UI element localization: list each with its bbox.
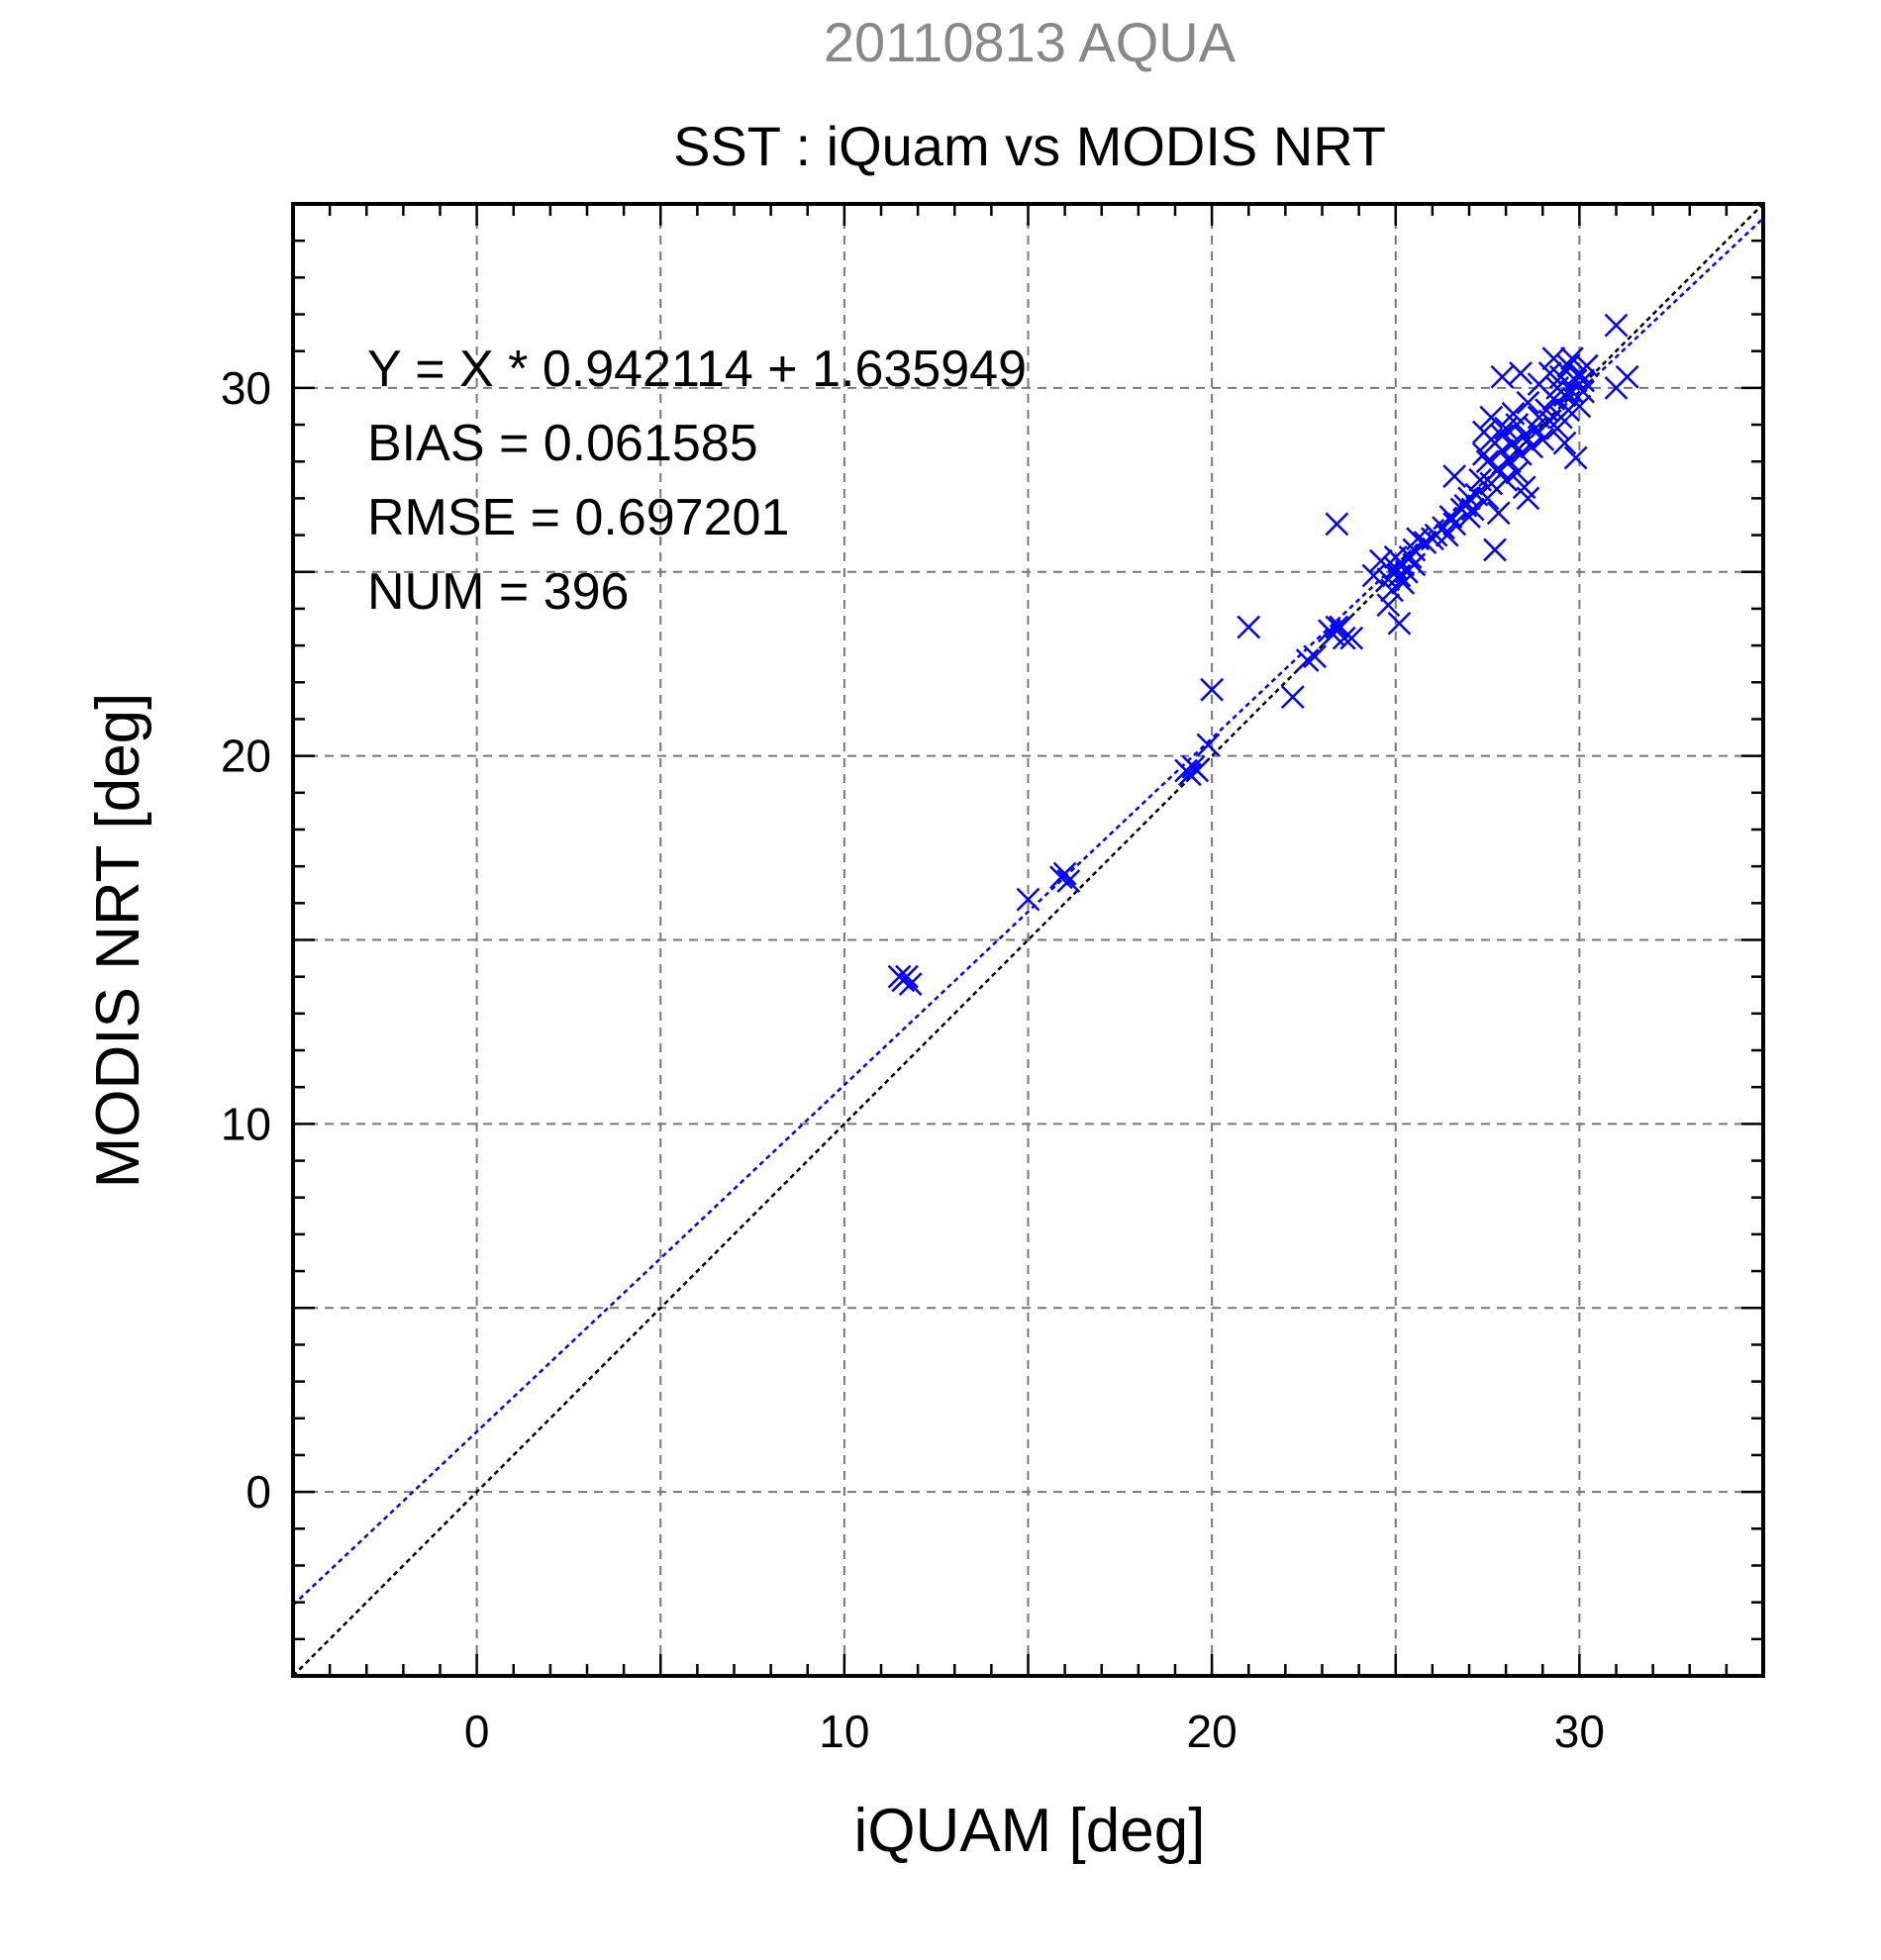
data-point xyxy=(1442,512,1467,537)
data-point xyxy=(1548,364,1573,389)
stats-line-num: NUM = 396 xyxy=(367,563,629,621)
data-point xyxy=(1556,398,1581,423)
data-point xyxy=(1442,464,1467,488)
data-point xyxy=(1497,449,1522,474)
data-point xyxy=(1435,523,1459,547)
data-point xyxy=(1563,445,1588,470)
data-point xyxy=(1571,368,1595,393)
data-point xyxy=(1196,733,1221,757)
data-point xyxy=(1361,563,1386,588)
data-point xyxy=(1479,405,1504,430)
data-point xyxy=(1339,626,1364,650)
data-point xyxy=(1541,346,1566,371)
data-point xyxy=(1177,762,1202,787)
data-point xyxy=(1520,435,1543,459)
data-point xyxy=(1509,441,1533,466)
data-point xyxy=(1501,402,1526,426)
data-point xyxy=(1471,420,1496,444)
data-point xyxy=(1486,456,1511,481)
data-point xyxy=(1505,460,1530,485)
data-point xyxy=(1604,313,1629,338)
stats-line-rmse: RMSE = 0.697201 xyxy=(367,489,789,546)
data-point xyxy=(1460,497,1485,522)
data-point xyxy=(1380,578,1404,603)
data-point xyxy=(1516,390,1540,415)
tick-labels: 0 0 10 10 20 20 30 30 xyxy=(221,362,1605,1757)
data-point xyxy=(1376,593,1401,618)
data-point xyxy=(1604,375,1629,400)
y-tick-label: 0 xyxy=(246,1466,271,1518)
y-tick-label: 30 xyxy=(221,362,271,414)
data-point xyxy=(1325,615,1349,639)
data-point xyxy=(1512,424,1536,448)
data-point xyxy=(1391,571,1416,595)
data-point xyxy=(1479,471,1504,496)
data-point xyxy=(898,972,923,996)
grid-lines xyxy=(293,204,1763,1676)
data-point xyxy=(1016,887,1040,912)
x-axis-title: iQUAM [deg] xyxy=(854,1797,1206,1865)
x-tick-label: 0 xyxy=(464,1706,490,1757)
data-point xyxy=(887,964,912,989)
chart-title: SST : iQuam vs MODIS NRT xyxy=(673,115,1386,177)
x-tick-label: 20 xyxy=(1187,1706,1238,1757)
data-point xyxy=(1475,486,1500,511)
stats-box: Y = X * 0.942114 + 1.635949 BIAS = 0.061… xyxy=(367,341,1027,621)
data-points xyxy=(887,313,1639,996)
data-point xyxy=(1303,644,1327,669)
x-tick-label: 30 xyxy=(1554,1706,1605,1757)
data-point xyxy=(895,964,919,989)
stats-line-fit: Y = X * 0.942114 + 1.635949 xyxy=(367,341,1027,398)
y-tick-label: 10 xyxy=(221,1098,271,1149)
data-point xyxy=(1563,368,1588,393)
data-point xyxy=(1280,685,1305,710)
y-axis-title: MODIS NRT [deg] xyxy=(84,693,152,1189)
data-point xyxy=(1185,758,1210,783)
data-point xyxy=(1494,467,1519,492)
data-point xyxy=(1200,677,1225,702)
data-point xyxy=(1574,353,1599,378)
data-point xyxy=(1056,869,1081,893)
chart-supertitle: 20110813 AQUA xyxy=(824,11,1237,73)
data-point xyxy=(1483,538,1507,562)
data-point xyxy=(1295,648,1320,672)
y-tick-label: 20 xyxy=(221,731,271,782)
data-point xyxy=(1475,449,1500,474)
data-point xyxy=(1527,372,1551,397)
x-tick-label: 10 xyxy=(819,1706,869,1757)
stats-line-bias: BIAS = 0.061585 xyxy=(367,415,758,472)
data-point xyxy=(1509,361,1533,385)
data-point xyxy=(1571,379,1595,404)
data-point xyxy=(1387,611,1412,636)
data-point xyxy=(1486,501,1511,526)
data-point xyxy=(1516,486,1540,511)
data-point xyxy=(1413,531,1437,554)
plot-frame xyxy=(291,202,1765,1678)
data-point xyxy=(1237,615,1261,639)
data-point xyxy=(1369,548,1393,573)
data-point xyxy=(1325,512,1349,537)
data-point xyxy=(1552,431,1577,455)
data-point xyxy=(1438,505,1463,529)
data-point xyxy=(1490,424,1515,448)
data-point xyxy=(1052,861,1077,886)
data-point xyxy=(1490,364,1515,389)
data-point xyxy=(1501,431,1526,455)
data-point xyxy=(1560,346,1584,371)
data-point xyxy=(1531,428,1555,451)
data-point xyxy=(1552,383,1577,408)
